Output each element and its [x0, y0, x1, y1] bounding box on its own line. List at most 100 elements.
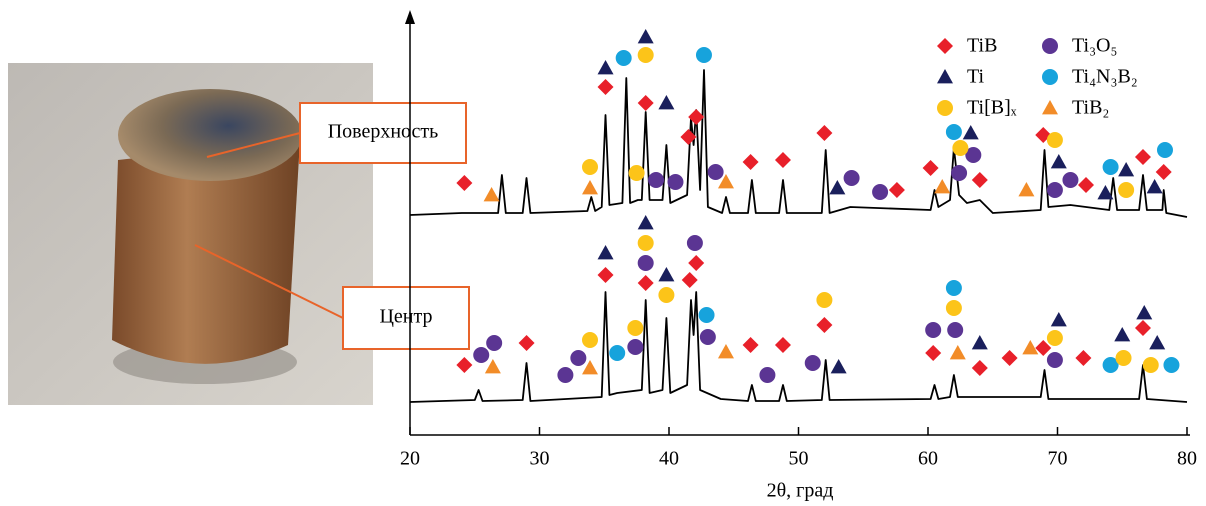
legend-marker: [937, 69, 953, 84]
legend-label: Ti[B]ₓ: [967, 97, 1017, 119]
marker: [1018, 182, 1035, 197]
legend-label: Ti₃O₅: [1072, 35, 1117, 57]
x-tick-label: 40: [659, 448, 679, 470]
marker: [557, 367, 574, 383]
marker: [945, 280, 962, 296]
marker: [658, 287, 675, 303]
marker: [456, 175, 473, 191]
marker: [582, 332, 599, 348]
marker: [925, 322, 942, 338]
marker: [717, 344, 734, 359]
marker: [582, 360, 599, 375]
marker: [582, 159, 599, 175]
marker: [597, 245, 614, 260]
marker: [843, 170, 860, 186]
marker: [688, 255, 705, 271]
marker: [658, 95, 675, 110]
marker: [484, 359, 501, 374]
marker: [1050, 312, 1067, 327]
marker: [1146, 179, 1163, 194]
callout-line: [194, 244, 344, 319]
marker: [698, 307, 715, 323]
marker: [1035, 340, 1052, 356]
photo: Поверхность Центр: [8, 63, 470, 405]
marker: [949, 345, 966, 360]
marker: [829, 180, 846, 195]
marker: [570, 350, 587, 366]
marker: [1163, 357, 1180, 373]
xrd-trace: [409, 291, 1188, 403]
legend-label: TiB: [967, 35, 997, 57]
marker: [742, 154, 759, 170]
xrd-trace: [409, 69, 1188, 218]
marker: [637, 215, 654, 230]
marker: [627, 339, 644, 355]
marker: [925, 345, 942, 361]
marker: [888, 182, 905, 198]
legend-label: TiB₂: [1072, 97, 1109, 119]
marker: [717, 174, 734, 189]
marker: [518, 335, 535, 351]
marker: [667, 174, 684, 190]
marker: [1114, 327, 1131, 342]
marker: [945, 300, 962, 316]
marker: [628, 165, 645, 181]
marker: [1046, 330, 1063, 346]
marker: [945, 124, 962, 140]
marker: [1075, 350, 1092, 366]
callout-box: [342, 286, 470, 350]
marker: [971, 172, 988, 188]
marker: [816, 292, 833, 308]
marker: [1102, 357, 1119, 373]
marker: [774, 337, 791, 353]
callout-label: Центр: [379, 306, 432, 328]
marker: [1155, 164, 1172, 180]
marker: [699, 329, 716, 345]
marker: [971, 335, 988, 350]
marker: [597, 60, 614, 75]
marker: [597, 267, 614, 283]
marker: [872, 184, 889, 200]
marker: [1102, 159, 1119, 175]
marker: [627, 320, 644, 336]
marker: [816, 317, 833, 333]
marker: [1136, 305, 1153, 320]
marker: [637, 47, 654, 63]
marker: [1046, 352, 1063, 368]
legend-marker: [1042, 100, 1058, 115]
marker: [922, 160, 939, 176]
marker: [947, 322, 964, 338]
marker: [686, 235, 703, 251]
marker: [1022, 340, 1039, 355]
x-axis-label: 2θ, град: [767, 480, 834, 502]
legend-label: Ti₄N₃B₂: [1072, 66, 1138, 88]
cylinder-top: [118, 89, 302, 181]
marker: [695, 47, 712, 63]
marker: [615, 50, 632, 66]
marker: [688, 109, 705, 125]
marker: [1001, 350, 1018, 366]
marker: [648, 172, 665, 188]
marker: [681, 272, 698, 288]
x-tick-label: 30: [530, 448, 550, 470]
marker: [637, 235, 654, 251]
marker: [965, 147, 982, 163]
x-tick-label: 60: [918, 448, 938, 470]
marker: [582, 180, 599, 195]
marker: [637, 95, 654, 111]
marker: [830, 359, 847, 374]
x-tick-label: 70: [1048, 448, 1068, 470]
marker: [637, 275, 654, 291]
marker: [658, 267, 675, 282]
legend-marker: [1042, 38, 1058, 54]
cylinder-body: [112, 140, 300, 364]
legend-label: Ti: [967, 66, 985, 88]
marker: [1156, 142, 1173, 158]
marker: [742, 337, 759, 353]
y-axis-arrow: [405, 10, 415, 24]
marker: [1077, 177, 1094, 193]
callout-line: [206, 132, 301, 158]
marker: [456, 357, 473, 373]
marker: [759, 367, 776, 383]
marker: [951, 165, 968, 181]
